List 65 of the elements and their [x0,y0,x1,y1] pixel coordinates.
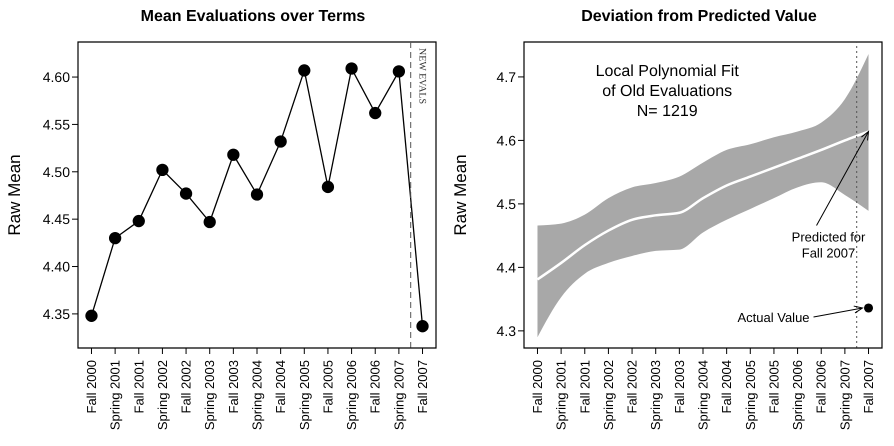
x-tick-label: Fall 2000 [530,360,545,414]
x-tick-label: Fall 2006 [814,360,829,414]
annotation: NEW EVALS [416,48,428,104]
point [227,148,240,161]
x-tick-label: Spring 2005 [296,360,312,430]
annotation: Actual Value [738,310,810,326]
point [204,216,216,228]
point [369,106,382,120]
x-tick-label: Spring 2005 [742,360,758,430]
point [416,320,429,332]
point [108,232,122,244]
chart-title: Deviation from Predicted Value [580,8,818,27]
x-tick-label: Spring 2006 [344,360,360,430]
y-tick-label: 4.5 [496,196,516,212]
x-tick-label: Spring 2007 [837,360,852,430]
x-tick-label: Spring 2004 [696,360,710,430]
annotation: Local Polynomial Fit of Old Evaluations N= 1219 [596,63,740,120]
x-tick-label: Fall 2007 [861,360,876,414]
point [298,64,310,77]
x-tick-label: Spring 2006 [790,360,806,430]
y-tick-label: 4.55 [42,116,70,132]
point [132,214,145,228]
y-tick-label: 4.50 [42,164,70,180]
x-tick-label: Fall 2005 [320,360,336,414]
point [322,180,334,194]
point [345,62,358,75]
annotation: Predicted for Fall 2007 [792,230,866,261]
x-tick-label: Fall 2003 [672,360,687,414]
x-tick-label: Fall 2002 [178,360,194,414]
x-tick-label: Fall 2000 [84,360,99,414]
x-tick-label: Spring 2001 [108,360,123,430]
x-tick-label: Spring 2004 [250,360,264,430]
point [180,187,192,200]
x-tick-label: Spring 2007 [391,360,406,430]
x-tick-label: Fall 2006 [368,360,383,414]
x-tick-label: Spring 2003 [202,360,218,430]
x-tick-label: Spring 2001 [554,360,569,430]
point [156,164,169,176]
point [85,310,98,322]
line-series [536,130,870,281]
y-tick-label: 4.6 [496,132,516,148]
y-axis-title: Raw Mean [5,154,24,236]
x-tick-label: Spring 2002 [600,360,616,430]
x-tick-label: Fall 2004 [719,360,734,414]
y-tick-label: 4.40 [42,258,70,274]
y-tick-label: 4.35 [42,306,70,322]
y-tick-label: 4.7 [496,68,516,85]
x-tick-label: Fall 2004 [273,360,288,414]
point [250,188,264,201]
y-tick-label: 4.45 [42,211,70,228]
point [392,65,406,78]
y-tick-label: 4.3 [496,322,516,339]
y-axis-title: Raw Mean [451,154,470,236]
x-tick-label: Fall 2007 [415,360,430,414]
point [274,135,287,148]
chart-title: Mean Evaluations over Terms [140,8,366,27]
x-tick-label: Fall 2005 [766,360,782,414]
x-tick-label: Fall 2002 [624,360,640,414]
x-tick-label: Fall 2003 [226,360,241,414]
x-tick-label: Fall 2001 [577,360,592,414]
x-tick-label: Spring 2002 [154,360,170,430]
y-tick-label: 4.4 [496,259,516,276]
x-tick-label: Fall 2001 [131,360,146,414]
y-tick-label: 4.60 [42,69,70,86]
x-tick-label: Spring 2003 [648,360,664,430]
